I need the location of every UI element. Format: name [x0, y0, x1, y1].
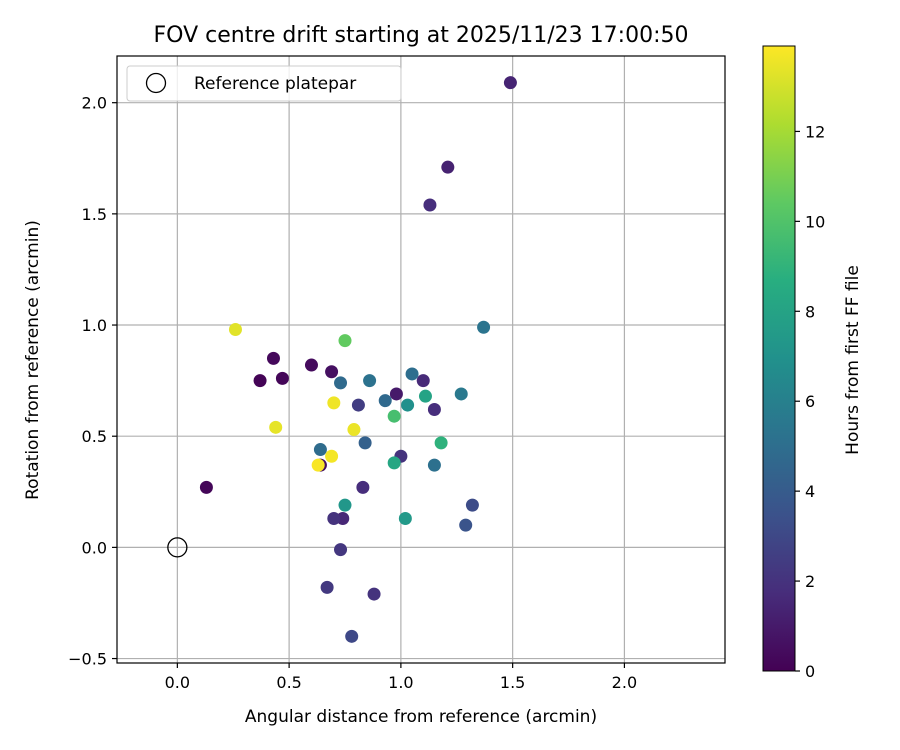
data-point	[441, 160, 455, 174]
x-axis-label: Angular distance from reference (arcmin)	[245, 707, 597, 727]
data-point	[356, 480, 370, 494]
x-tick-label: 2.0	[612, 673, 637, 692]
reference-marker-layer	[167, 537, 188, 558]
colorbar-tick-label: 6	[805, 392, 815, 411]
colorbar-ticks: 0 2 4 6 8 10 12	[795, 122, 825, 681]
data-point	[351, 398, 365, 412]
data-point	[387, 456, 401, 470]
data-point	[304, 358, 318, 372]
data-points	[199, 76, 517, 643]
colorbar-tick-label: 2	[805, 572, 815, 591]
y-tick-label: 1.0	[82, 316, 107, 335]
x-tick-label: 0.0	[165, 673, 190, 692]
colorbar-tick-label: 0	[805, 662, 815, 681]
legend-box	[126, 65, 402, 102]
y-tick-label: 0.5	[82, 427, 107, 446]
data-point	[313, 443, 327, 457]
data-point	[398, 511, 412, 525]
y-axis-label: Rotation from reference (arcmin)	[23, 220, 43, 500]
legend: Reference platepar	[126, 65, 402, 102]
data-point	[338, 334, 352, 348]
y-tick-label: 2.0	[82, 94, 107, 113]
data-point	[387, 409, 401, 423]
x-tick-label: 0.5	[276, 673, 301, 692]
data-point	[275, 371, 289, 385]
grid-lines	[117, 56, 725, 663]
chart-title: FOV centre drift starting at 2025/11/23 …	[154, 23, 689, 48]
data-point	[477, 320, 491, 334]
data-point	[459, 518, 473, 532]
colorbar-tick-label: 10	[805, 212, 825, 231]
y-axis-ticks: −0.5 0.0 0.5 1.0 1.5 2.0	[68, 94, 117, 669]
colorbar-tick-label: 12	[805, 122, 825, 141]
y-tick-label: 0.0	[82, 538, 107, 557]
data-point	[334, 376, 348, 390]
data-point	[378, 394, 392, 408]
data-point	[503, 76, 517, 90]
data-point	[427, 458, 441, 472]
data-point	[345, 629, 359, 643]
colorbar-gradient	[762, 45, 796, 672]
data-point	[266, 351, 280, 365]
x-tick-label: 1.5	[500, 673, 525, 692]
reference-platepar-marker	[167, 537, 188, 558]
colorbar: 0 2 4 6 8 10 12 Hours from first FF file	[762, 45, 863, 681]
data-point	[401, 398, 415, 412]
data-point	[389, 387, 403, 401]
data-point	[416, 374, 430, 388]
y-tick-label: 1.5	[82, 205, 107, 224]
data-point	[423, 198, 437, 212]
colorbar-tick-label: 8	[805, 302, 815, 321]
legend-label: Reference platepar	[194, 74, 356, 94]
data-point	[363, 374, 377, 388]
data-point	[418, 389, 432, 403]
data-point	[334, 543, 348, 557]
data-point	[228, 322, 242, 336]
data-point	[336, 511, 350, 525]
data-point	[199, 480, 213, 494]
plot-frame	[116, 55, 726, 664]
x-axis-ticks: 0.0 0.5 1.0 1.5 2.0	[165, 663, 637, 692]
data-point	[347, 423, 361, 437]
data-point	[327, 396, 341, 410]
y-tick-label: −0.5	[68, 650, 107, 669]
data-point	[327, 511, 341, 525]
legend-reference-marker	[145, 72, 167, 94]
data-point	[320, 580, 334, 594]
data-point	[253, 374, 267, 388]
data-point	[325, 449, 339, 463]
data-point	[427, 403, 441, 417]
data-point	[367, 587, 381, 601]
data-point	[311, 458, 325, 472]
data-point	[434, 436, 448, 450]
colorbar-tick-label: 4	[805, 482, 815, 501]
data-point	[405, 367, 419, 381]
data-point	[325, 365, 339, 379]
data-point	[454, 387, 468, 401]
colorbar-label: Hours from first FF file	[843, 265, 863, 455]
data-point	[338, 498, 352, 512]
x-tick-label: 1.0	[388, 673, 413, 692]
data-point	[269, 420, 283, 434]
data-point	[465, 498, 479, 512]
data-point	[358, 436, 372, 450]
